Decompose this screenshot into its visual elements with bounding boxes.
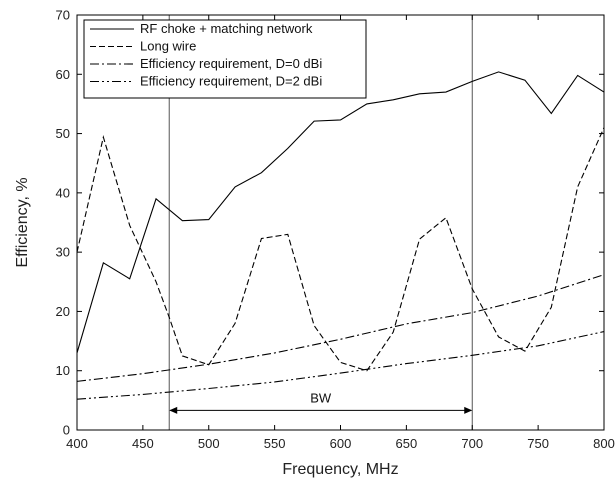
- y-tick-label: 70: [56, 8, 70, 23]
- y-tick-label: 20: [56, 304, 70, 319]
- x-tick-labels: 400 450 500 550 600 650 700 750 800: [66, 436, 615, 451]
- x-tick-label: 650: [396, 436, 418, 451]
- legend-entry-3: Efficiency requirement, D=0 dBi: [140, 56, 322, 71]
- x-tick-label: 500: [198, 436, 220, 451]
- bandwidth-annotation: BW: [169, 390, 473, 414]
- x-tick-label: 700: [461, 436, 483, 451]
- y-tick-labels: 0 10 20 30 40 50 60 70: [56, 8, 70, 438]
- y-axis-title: Efficiency, %: [14, 177, 31, 267]
- y-tick-label: 0: [63, 423, 70, 438]
- bw-arrow-head-left: [169, 406, 178, 414]
- legend-box: [83, 19, 367, 99]
- x-tick-label: 550: [264, 436, 286, 451]
- y-tick-label: 30: [56, 245, 70, 260]
- series-line-2: [76, 127, 605, 372]
- x-tick-label: 400: [66, 436, 88, 451]
- x-axis-title: Frequency, MHz: [282, 461, 398, 478]
- legend: RF choke + matching network Long wire Effi…: [83, 19, 367, 99]
- x-tick-label: 450: [132, 436, 154, 451]
- bw-label: BW: [310, 390, 332, 405]
- x-tick-label: 600: [330, 436, 352, 451]
- legend-entry-2: Long wire: [140, 39, 196, 54]
- y-tick-label: 40: [56, 185, 70, 200]
- series-line-1: [76, 71, 605, 354]
- y-tick-label: 10: [56, 363, 70, 378]
- x-tick-label: 750: [527, 436, 549, 451]
- legend-entry-4: Efficiency requirement, D=2 dBi: [140, 74, 322, 89]
- x-tick-label: 800: [593, 436, 615, 451]
- y-tick-label: 50: [56, 126, 70, 141]
- bw-arrow-head-right: [464, 406, 473, 414]
- series-line-4: [76, 331, 605, 400]
- legend-entry-1: RF choke + matching network: [140, 21, 313, 36]
- series-layer: [76, 71, 605, 400]
- axis-ticks: [76, 14, 605, 431]
- series-line-3: [76, 274, 605, 382]
- y-tick-label: 60: [56, 67, 70, 82]
